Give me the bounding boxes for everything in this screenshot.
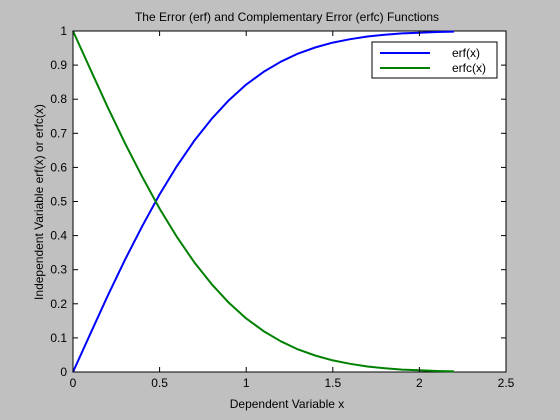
y-tick-label: 0.6	[50, 160, 67, 174]
x-tick-label: 1	[243, 376, 250, 390]
y-tick-label: 0	[60, 365, 67, 379]
y-axis-label: Independent Variable erf(x) or erfc(x)	[32, 104, 46, 300]
y-tick-label: 0.7	[50, 126, 67, 140]
plot-area	[72, 30, 507, 373]
x-tick-label: 0	[70, 376, 77, 390]
x-tick-label: 2.5	[498, 376, 515, 390]
y-tick-label: 0.1	[50, 331, 67, 345]
legend-label-erf: erf(x)	[452, 46, 480, 60]
y-ticks: 0 0.1 0.2 0.3 0.4 0.5 0.6 0.7 0.8 0.9 1	[50, 24, 506, 379]
x-tick-label: 2	[416, 376, 423, 390]
x-axis-label: Dependent Variable x	[230, 397, 345, 411]
y-tick-label: 1	[60, 24, 67, 38]
legend-label-erfc: erfc(x)	[452, 61, 486, 75]
series-line-erf	[72, 30, 455, 373]
legend-box	[371, 41, 498, 79]
y-tick-label: 0.4	[50, 229, 67, 243]
y-tick-label: 0.9	[50, 58, 67, 72]
chart-title: The Error (erf) and Complementary Error …	[135, 10, 439, 24]
y-tick-label: 0.3	[50, 263, 67, 277]
y-tick-label: 0.2	[50, 297, 67, 311]
x-ticks: 0 0.5 1 1.5 2 2.5	[70, 31, 515, 390]
legend: erf(x) erfc(x)	[371, 41, 498, 79]
x-tick-label: 0.5	[151, 376, 168, 390]
y-tick-label: 0.8	[50, 92, 67, 106]
plot-lines	[72, 30, 455, 373]
y-tick-label: 0.5	[50, 195, 67, 209]
x-tick-label: 1.5	[324, 376, 341, 390]
series-line-erfc	[72, 30, 455, 373]
